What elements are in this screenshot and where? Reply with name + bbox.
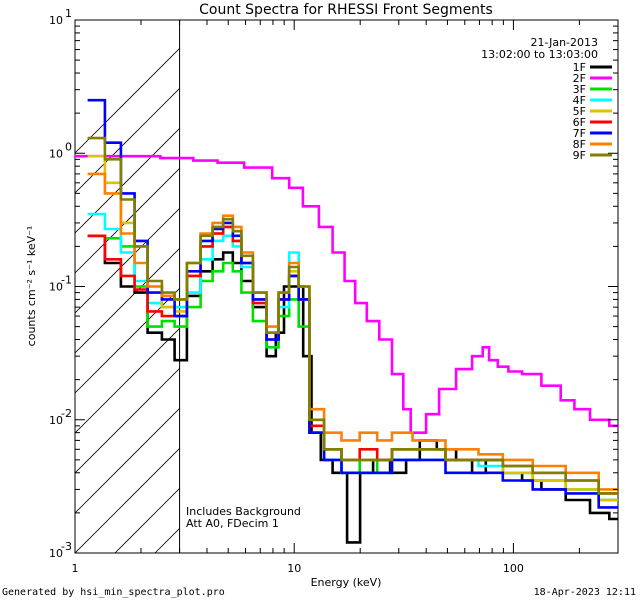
y-tick-exponent: 1	[65, 7, 72, 20]
hatch-line	[75, 88, 180, 194]
series-line-7F	[87, 98, 618, 509]
legend-label-2F: 2F	[573, 72, 586, 85]
hatch-line	[75, 408, 180, 514]
hatch-line	[75, 168, 180, 274]
x-axis-label: Energy (keV)	[311, 576, 382, 589]
y-tick-label: 10	[49, 547, 63, 560]
excluded-region-hatch	[75, 20, 181, 553]
hatch-line	[154, 528, 180, 553]
hatch-line	[75, 368, 180, 474]
legend-label-3F: 3F	[573, 83, 586, 96]
footer-generated-by: Generated by hsi_min_spectra_plot.pro	[2, 587, 225, 598]
legend-label-5F: 5F	[573, 105, 586, 118]
hatch-line	[75, 48, 180, 154]
hatch-line	[75, 448, 180, 553]
x-tick-label: 10	[287, 562, 301, 575]
y-tick-label: 10	[49, 14, 63, 27]
hatch-line	[75, 248, 180, 354]
legend-label-1F: 1F	[573, 61, 586, 74]
series-line-4F	[87, 212, 618, 502]
legend-label-6F: 6F	[573, 116, 586, 129]
annotation-attenuator: Att A0, FDecim 1	[186, 517, 279, 530]
chart-title: Count Spectra for RHESSI Front Segments	[199, 2, 493, 18]
hatch-line	[75, 208, 180, 314]
series-line-9F	[87, 136, 618, 495]
legend-label-4F: 4F	[573, 94, 586, 107]
y-axis-label: counts cm⁻² s⁻¹ keV⁻¹	[25, 226, 38, 347]
legend-label-7F: 7F	[573, 127, 586, 140]
hatch-line	[75, 328, 180, 434]
series-line-5F	[87, 154, 618, 502]
series-line-2F	[75, 154, 618, 434]
annotation-background: Includes Background	[186, 505, 301, 518]
x-tick-label: 100	[503, 562, 524, 575]
y-tick-label: 10	[49, 414, 63, 427]
y-tick-label: 10	[49, 147, 63, 160]
y-tick-exponent: -2	[61, 407, 72, 420]
x-tick-label: 1	[72, 562, 79, 575]
hatch-line	[75, 128, 180, 234]
date-label: 21-Jan-2013	[531, 36, 599, 49]
legend-label-9F: 9F	[573, 149, 586, 162]
y-tick-exponent: -3	[61, 540, 72, 553]
series-line-6F	[87, 225, 618, 495]
series-group	[75, 98, 618, 544]
legend-label-8F: 8F	[573, 138, 586, 151]
y-tick-exponent: -1	[61, 274, 72, 287]
time-range-label: 13:02:00 to 13:03:00	[481, 48, 598, 61]
footer-timestamp: 18-Apr-2023 12:11	[533, 587, 636, 598]
hatch-line	[114, 488, 180, 553]
y-tick-exponent: 0	[65, 140, 72, 153]
y-tick-label: 10	[49, 281, 63, 294]
